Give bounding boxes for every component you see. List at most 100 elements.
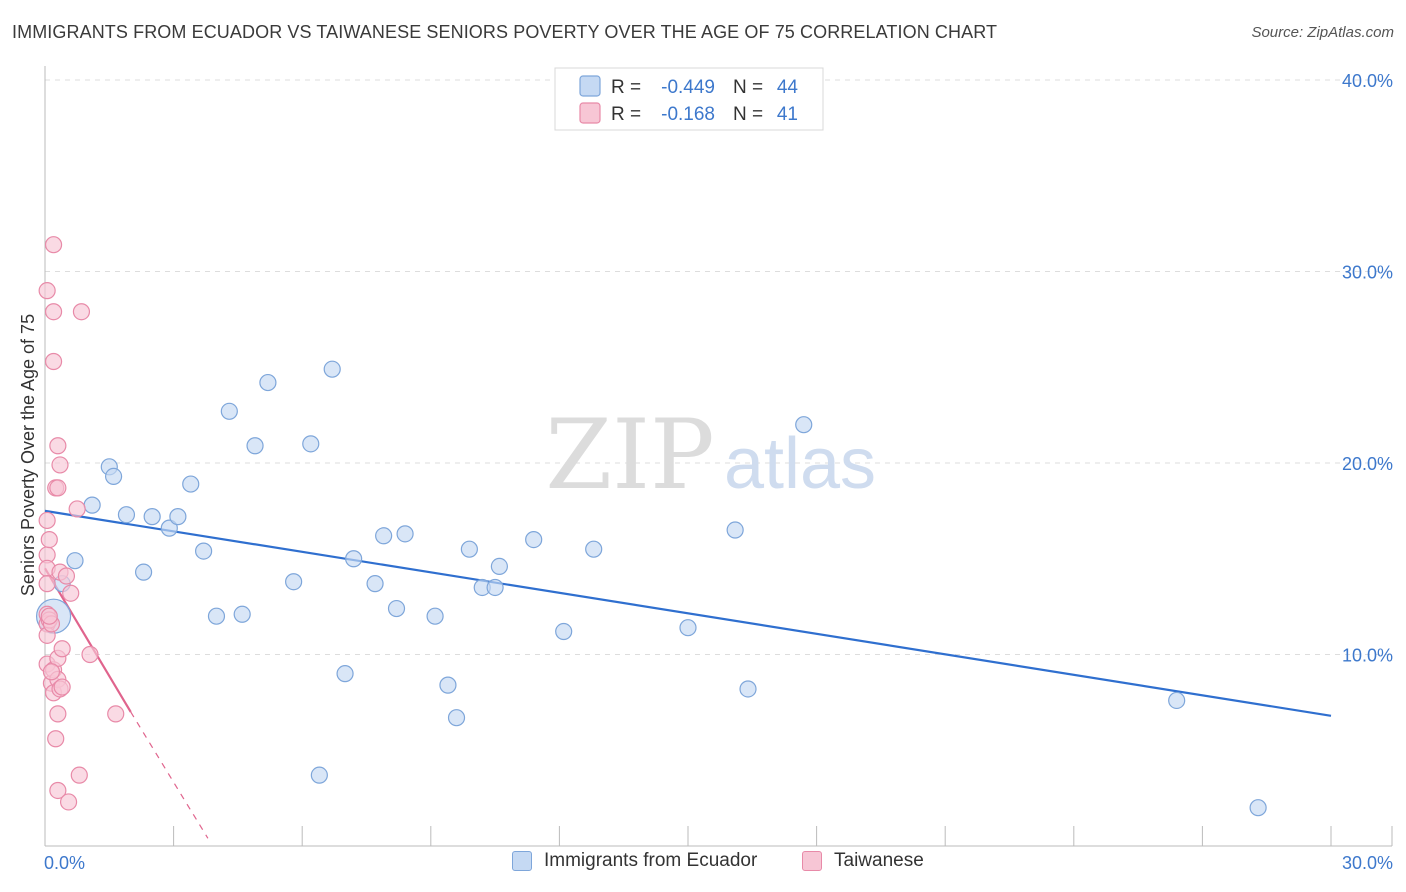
ecuador-trend-line: [44, 509, 1332, 717]
r-label: R =: [611, 77, 641, 98]
source-label: Source: ZipAtlas.com: [1251, 24, 1394, 41]
ecuador-point: [739, 680, 757, 698]
taiwanese-point: [49, 705, 67, 723]
ecuador-point: [259, 373, 277, 392]
ecuador-point: [83, 496, 101, 514]
ecuador-point: [679, 619, 697, 637]
ecuador-point: [134, 563, 153, 581]
legend-label-ecuador: Immigrants from Ecuador: [544, 850, 758, 871]
taiwanese-point: [42, 663, 61, 681]
y-tick-label: 20.0%: [1342, 454, 1393, 474]
taiwanese-point: [72, 303, 91, 321]
taiwanese-point: [44, 236, 63, 254]
ecuador-point: [336, 665, 354, 683]
watermark-atlas: atlas: [724, 424, 876, 504]
y-axis-label: Seniors Poverty Over the Age of 75: [18, 314, 38, 596]
n-label: N =: [733, 104, 763, 125]
taiwanese-point: [57, 567, 76, 585]
taiwanese-point: [44, 303, 63, 321]
legend-item-ecuador[interactable]: Immigrants from Ecuador: [512, 850, 757, 872]
ecuador-point: [160, 519, 178, 537]
r-value: -0.449: [661, 77, 715, 98]
ecuador-point: [323, 360, 341, 378]
n-label: N =: [733, 77, 763, 98]
trend-lines: [44, 509, 1332, 839]
watermark-zip: ZIP: [545, 399, 714, 511]
ecuador-point: [426, 607, 444, 625]
ecuador-point: [795, 416, 813, 434]
ecuador-point: [117, 506, 136, 524]
taiwanese-trend-line: [44, 567, 132, 713]
n-value: 44: [777, 77, 799, 98]
taiwanese-point: [38, 282, 56, 300]
ecuador-point: [345, 550, 363, 568]
ecuador-point: [486, 578, 504, 597]
y-tick-label: 10.0%: [1342, 646, 1393, 666]
ecuador-point: [233, 605, 251, 623]
taiwanese-point: [49, 437, 67, 455]
stats-swatch: [579, 102, 601, 124]
ecuador-point: [555, 622, 573, 641]
ecuador-point: [490, 557, 508, 576]
ecuador-point: [195, 542, 213, 560]
taiwanese-point: [70, 766, 88, 784]
ecuador-point: [220, 402, 238, 420]
ecuador-point: [66, 552, 84, 570]
taiwanese-point: [68, 500, 86, 518]
legend-swatch-ecuador: [512, 851, 532, 871]
taiwanese-point: [38, 575, 56, 593]
taiwanese-point: [44, 352, 63, 371]
data-points: [35, 236, 1267, 817]
ecuador-point: [169, 508, 187, 526]
ecuador-point: [182, 475, 200, 493]
taiwanese-point: [47, 730, 65, 748]
chart-title: IMMIGRANTS FROM ECUADOR VS TAIWANESE SEN…: [12, 22, 998, 42]
stats-swatch: [579, 75, 601, 97]
bottom-legend: Immigrants from Ecuador Taiwanese: [0, 850, 1406, 880]
ecuador-point: [387, 599, 406, 618]
ecuador-point: [246, 437, 264, 455]
stats-legend: R = -0.449 N = 44 R = -0.168 N = 41: [554, 67, 824, 131]
taiwanese-point: [81, 645, 99, 664]
taiwanese-point: [53, 640, 71, 658]
r-label: R =: [611, 104, 641, 125]
ecuador-point: [1168, 691, 1186, 710]
y-tick-label: 30.0%: [1342, 263, 1393, 283]
taiwanese-point: [49, 781, 67, 800]
grid-lines: [45, 79, 1392, 655]
taiwanese-point: [51, 456, 69, 474]
ecuador-point: [447, 709, 466, 727]
ecuador-point: [104, 467, 123, 486]
ecuador-point: [460, 540, 478, 558]
ecuador-point: [726, 521, 744, 539]
taiwanese-point: [40, 607, 58, 625]
taiwanese-point: [38, 511, 56, 530]
x-tick-label: 0.0%: [44, 853, 85, 873]
x-tick-label: 30.0%: [1342, 853, 1393, 873]
y-tick-label: 40.0%: [1342, 71, 1393, 91]
ecuador-point: [302, 435, 320, 453]
ecuador-point: [525, 530, 543, 549]
ecuador-point: [396, 525, 414, 543]
legend-item-taiwanese[interactable]: Taiwanese: [802, 850, 924, 872]
ecuador-point: [585, 540, 603, 558]
ecuador-point: [310, 766, 328, 784]
watermark: ZIP atlas: [545, 399, 876, 511]
taiwanese-point: [107, 705, 125, 723]
n-value: 41: [777, 104, 798, 125]
ecuador-point: [375, 527, 393, 545]
ecuador-point: [285, 573, 303, 591]
taiwanese-point: [49, 479, 67, 497]
ecuador-point: [1249, 799, 1267, 817]
taiwanese-point: [62, 584, 80, 602]
legend-label-taiwanese: Taiwanese: [834, 850, 924, 871]
taiwanese-point: [40, 530, 58, 549]
taiwanese-trend-extension: [130, 711, 209, 839]
taiwanese-point: [59, 793, 78, 811]
legend-swatch-taiwanese: [802, 851, 822, 871]
axes: [44, 66, 1393, 847]
r-value: -0.168: [661, 104, 715, 125]
ecuador-point: [143, 508, 161, 526]
ecuador-point: [366, 575, 384, 593]
